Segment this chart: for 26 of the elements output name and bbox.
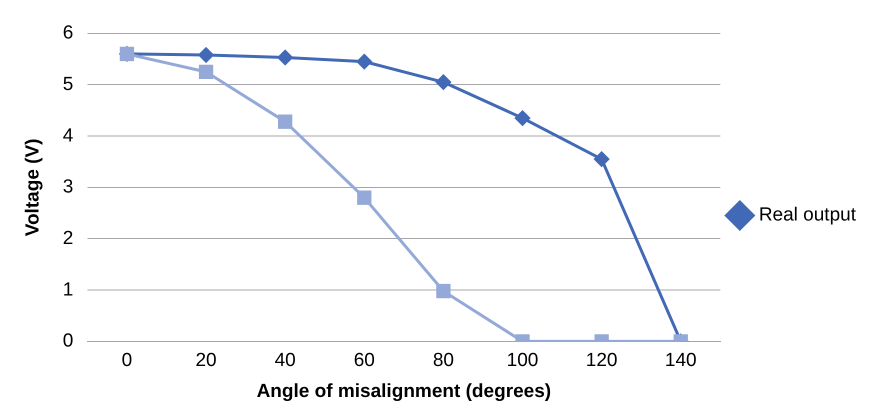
x-tick-label: 20 [195, 350, 217, 372]
point [198, 64, 214, 80]
x-tick-label: 80 [432, 350, 454, 372]
point [198, 47, 214, 62]
x-tick-label: 100 [506, 350, 538, 372]
y-tick-label: 2 [62, 228, 74, 249]
x-tick-label: 140 [664, 350, 697, 372]
y-tick-label: 3 [62, 176, 74, 198]
x-tick-label: 60 [354, 350, 375, 372]
point [278, 114, 292, 129]
x-tick-label: 120 [586, 350, 618, 372]
x-axis-title: Angle of misalignment (degrees) [256, 380, 552, 402]
legend-label: Real output [758, 204, 857, 226]
point [594, 152, 610, 167]
y-tick-label: 4 [62, 125, 74, 146]
point [515, 110, 530, 126]
point [278, 50, 293, 66]
point [356, 54, 372, 70]
y-axis-title: Voltage (V) [22, 138, 44, 236]
y-tick-label: 1 [62, 279, 74, 300]
point [436, 74, 451, 90]
y-tick-label: 0 [62, 330, 74, 352]
y-tick-label: 6 [62, 22, 74, 44]
x-tick-label: 0 [122, 350, 132, 372]
x-tick-label: 40 [274, 350, 296, 372]
y-tick-label: 5 [62, 74, 74, 95]
